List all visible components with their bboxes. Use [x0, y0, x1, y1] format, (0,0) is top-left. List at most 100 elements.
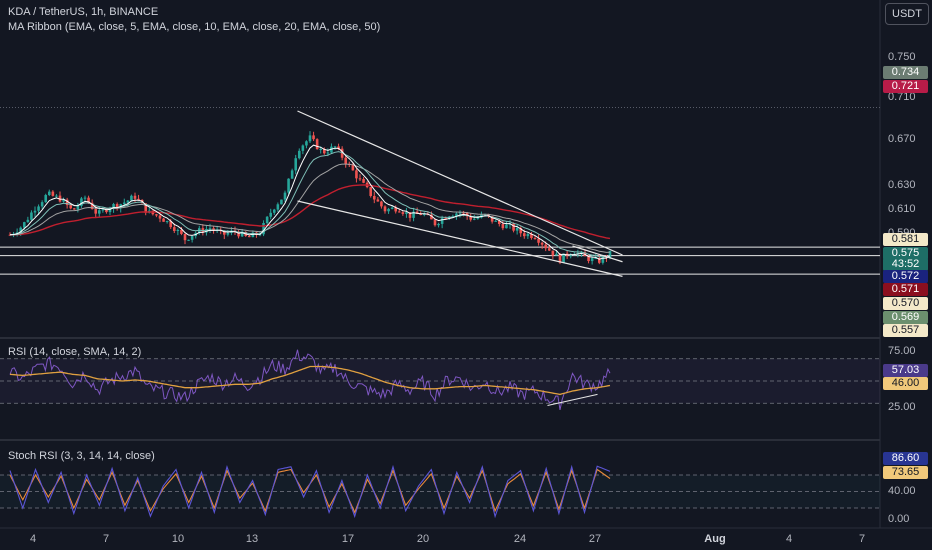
candle-body [112, 204, 115, 209]
candle-body [80, 198, 83, 206]
candle-body [297, 150, 301, 159]
symbol-legend[interactable]: KDA / TetherUS, 1h, BINANCE [8, 6, 159, 18]
time-tick-label: 27 [588, 533, 602, 545]
candle-body [401, 212, 405, 214]
candle-body [265, 216, 269, 223]
price-badge: 0.557 [883, 324, 928, 337]
stoch-tick-label: 0.00 [888, 513, 910, 525]
rsi-badge: 57.03 [883, 364, 928, 377]
candle-body [419, 213, 423, 215]
candle-body [208, 228, 212, 230]
candle-body [530, 233, 533, 238]
rsi-band [0, 358, 880, 404]
candle-body [326, 152, 330, 154]
candle-body [505, 224, 508, 229]
candle-body [280, 199, 283, 205]
stoch-rsi-legend[interactable]: Stoch RSI (3, 3, 14, 14, close) [8, 450, 155, 462]
candle-body [601, 256, 605, 263]
candle-body [597, 257, 601, 263]
time-tick-label: 24 [513, 533, 527, 545]
candle-body [183, 233, 187, 241]
candle-body [294, 158, 298, 171]
candle-body [362, 179, 365, 183]
candle-body [569, 254, 573, 257]
candle-body [126, 200, 130, 203]
candle-body [412, 211, 415, 218]
candle-body [437, 223, 440, 226]
candle-body [397, 211, 401, 213]
candle-body [172, 227, 176, 231]
candle-body [90, 202, 94, 210]
candle-body [376, 199, 380, 202]
candle-body [222, 230, 226, 235]
trendline [297, 110, 623, 256]
candle-body [540, 242, 544, 245]
candle-body [122, 202, 126, 205]
candle-body [469, 216, 473, 220]
candle-body [105, 209, 108, 213]
rsi-legend[interactable]: RSI (14, close, SMA, 14, 2) [8, 346, 142, 358]
rsi-ma-line [9, 365, 611, 396]
candle-body [433, 219, 437, 226]
time-tick-label: Aug [704, 533, 726, 545]
candle-body [358, 178, 362, 180]
candle-body [155, 214, 158, 216]
currency-button[interactable]: USDT [885, 3, 929, 25]
time-tick-label: 13 [245, 533, 259, 545]
candle-body [130, 195, 133, 201]
price-tick-label: 0.750 [888, 51, 916, 63]
candle-body [440, 218, 444, 224]
candle-body [383, 206, 387, 212]
candle-body [490, 216, 494, 222]
candle-body [594, 257, 598, 259]
ema50-line [10, 184, 611, 240]
candle-body [544, 244, 548, 249]
candle-body [251, 232, 255, 238]
time-tick-label: 4 [29, 533, 37, 545]
stoch-badge: 86.60 [883, 452, 928, 465]
candle-body [526, 233, 530, 237]
candle-body [276, 204, 280, 210]
candle-body [108, 208, 112, 213]
candle-body [190, 236, 194, 240]
candle-body [169, 221, 173, 228]
trendline [572, 245, 623, 263]
time-tick-label: 7 [102, 533, 110, 545]
price-badge: 0.569 [883, 311, 928, 324]
time-tick-label: 20 [416, 533, 430, 545]
candle-body [137, 198, 140, 200]
trendline [297, 200, 623, 277]
candle-body [408, 212, 412, 218]
candle-body [558, 253, 562, 263]
candle-body [355, 170, 358, 179]
rsi-panel [0, 349, 880, 411]
candle-body [515, 227, 519, 231]
stoch-k-line [9, 464, 611, 519]
candle-body [240, 231, 244, 237]
price-tick-label: 0.670 [888, 133, 916, 145]
candlesticks [8, 131, 612, 265]
candle-body [62, 199, 65, 202]
candle-body [462, 212, 465, 214]
candle-body [422, 213, 426, 215]
candle-body [472, 218, 476, 220]
candle-body [351, 164, 355, 171]
candle-body [187, 239, 190, 241]
candle-body [22, 222, 26, 228]
price-badge: 0.570 [883, 297, 928, 310]
candle-body [562, 253, 565, 263]
rsi-tick-label: 25.00 [888, 401, 916, 413]
candle-body [337, 146, 340, 149]
candle-body [333, 146, 337, 148]
ma-ribbon-legend[interactable]: MA Ribbon (EMA, close, 5, EMA, close, 10… [8, 21, 381, 33]
time-tick-label: 4 [785, 533, 793, 545]
candle-body [144, 203, 148, 213]
ema20-line [9, 163, 611, 253]
candle-body [508, 223, 512, 225]
price-badge: 0.575 [883, 247, 928, 260]
rsi-divergence-line [547, 393, 598, 407]
price-badge: 0.572 [883, 270, 928, 283]
time-tick-label: 7 [858, 533, 866, 545]
candle-body [180, 229, 183, 234]
